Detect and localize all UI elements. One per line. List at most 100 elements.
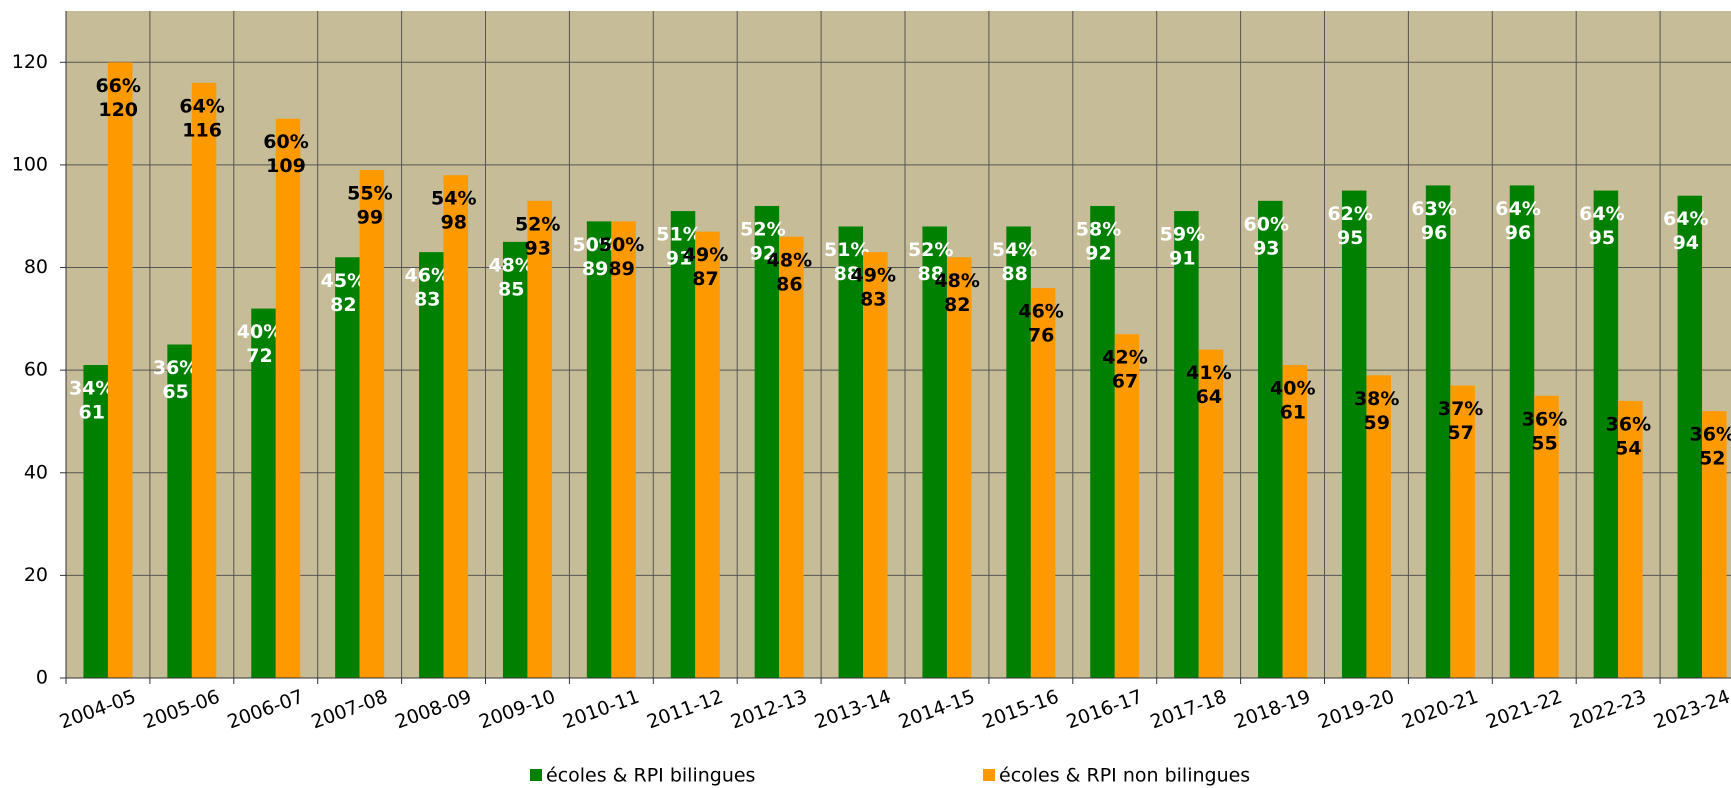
share-label: 64% — [179, 95, 224, 117]
bar — [1090, 205, 1115, 678]
value-label: 120 — [98, 99, 138, 121]
x-tick-label: 2009-10 — [476, 686, 558, 734]
x-tick-label: 2017-18 — [1147, 686, 1229, 734]
bar — [1341, 190, 1367, 679]
x-tick-label: 2011-12 — [644, 686, 726, 734]
share-label: 36% — [153, 357, 198, 379]
x-tick-label: 2008-09 — [392, 686, 474, 734]
value-label: 91 — [1169, 248, 1195, 270]
bar — [1509, 185, 1535, 678]
bar — [695, 231, 720, 678]
share-label: 48% — [488, 254, 533, 276]
share-label: 46% — [405, 265, 450, 287]
share-label: 50% — [572, 234, 617, 256]
share-label: 40% — [1270, 378, 1315, 400]
bar — [838, 226, 864, 678]
bar — [419, 252, 444, 678]
share-label: 55% — [347, 183, 392, 205]
share-label: 49% — [851, 265, 896, 287]
share-label: 51% — [656, 224, 701, 246]
value-label: 109 — [266, 155, 306, 177]
value-label: 88 — [1001, 263, 1027, 285]
bar — [359, 170, 385, 679]
y-tick-label: 80 — [24, 256, 48, 278]
value-label: 82 — [944, 294, 970, 316]
bar — [502, 241, 528, 678]
value-label: 86 — [776, 273, 802, 295]
share-label: 40% — [237, 321, 282, 343]
share-label: 36% — [1606, 413, 1651, 435]
bar — [1534, 395, 1559, 678]
bar — [107, 62, 133, 679]
share-label: 64% — [1579, 203, 1624, 225]
x-tick-label: 2015-16 — [980, 686, 1062, 734]
bar — [586, 221, 612, 678]
value-label: 96 — [1505, 222, 1531, 244]
value-label: 85 — [498, 278, 524, 300]
share-label: 52% — [740, 218, 785, 240]
bar — [1366, 375, 1391, 678]
value-label: 93 — [524, 237, 550, 259]
bar — [863, 252, 888, 678]
x-tick-label: 2004-05 — [57, 686, 139, 734]
bar — [922, 226, 947, 678]
value-label: 99 — [357, 207, 383, 229]
share-label: 64% — [1663, 208, 1708, 230]
share-label: 49% — [683, 244, 728, 266]
bar — [1198, 349, 1224, 678]
value-label: 95 — [1337, 227, 1363, 249]
share-label: 36% — [1690, 424, 1731, 446]
legend-swatch — [530, 769, 542, 781]
share-label: 64% — [1495, 198, 1540, 220]
x-tick-label: 2022-23 — [1567, 686, 1649, 734]
y-tick-label: 120 — [12, 51, 48, 73]
value-label: 52 — [1699, 448, 1725, 470]
x-tick-label: 2023-24 — [1651, 686, 1731, 734]
bar — [83, 365, 108, 678]
share-label: 51% — [824, 239, 869, 261]
bar — [1425, 185, 1451, 678]
value-label: 83 — [860, 289, 886, 311]
bar — [1677, 195, 1703, 678]
x-tick-label: 2018-19 — [1231, 686, 1313, 734]
value-label: 72 — [246, 345, 272, 367]
x-tick-label: 2012-13 — [728, 686, 810, 734]
bar — [1030, 288, 1056, 678]
bar — [1114, 334, 1140, 678]
share-label: 52% — [908, 239, 953, 261]
value-label: 94 — [1673, 232, 1699, 254]
value-label: 87 — [692, 268, 718, 290]
value-label: 116 — [182, 119, 222, 141]
legend-swatch — [983, 769, 995, 781]
share-label: 54% — [992, 239, 1037, 261]
bar — [1450, 385, 1475, 678]
share-label: 42% — [1102, 347, 1147, 369]
x-tick-label: 2006-07 — [225, 686, 307, 734]
bar — [443, 175, 469, 678]
bar — [754, 205, 780, 678]
share-label: 46% — [1018, 301, 1063, 323]
x-tick-label: 2007-08 — [308, 686, 390, 734]
bar — [1174, 211, 1199, 678]
x-tick-label: 2005-06 — [141, 686, 223, 734]
value-label: 67 — [1112, 371, 1138, 393]
bar — [1593, 190, 1619, 679]
bar — [611, 221, 636, 678]
bar — [1618, 400, 1643, 678]
value-label: 88 — [917, 263, 943, 285]
bar — [946, 257, 972, 678]
value-label: 55 — [1531, 432, 1557, 454]
share-label: 41% — [1186, 362, 1231, 384]
share-label: 58% — [1076, 218, 1121, 240]
bar — [275, 118, 301, 678]
value-label: 92 — [1085, 242, 1111, 264]
bar — [527, 200, 552, 679]
share-label: 54% — [431, 188, 476, 210]
bar — [670, 211, 696, 678]
bar — [1282, 365, 1308, 678]
x-tick-label: 2010-11 — [560, 686, 642, 734]
share-label: 63% — [1411, 198, 1456, 220]
value-label: 64 — [1196, 386, 1222, 408]
y-tick-label: 20 — [24, 564, 48, 586]
